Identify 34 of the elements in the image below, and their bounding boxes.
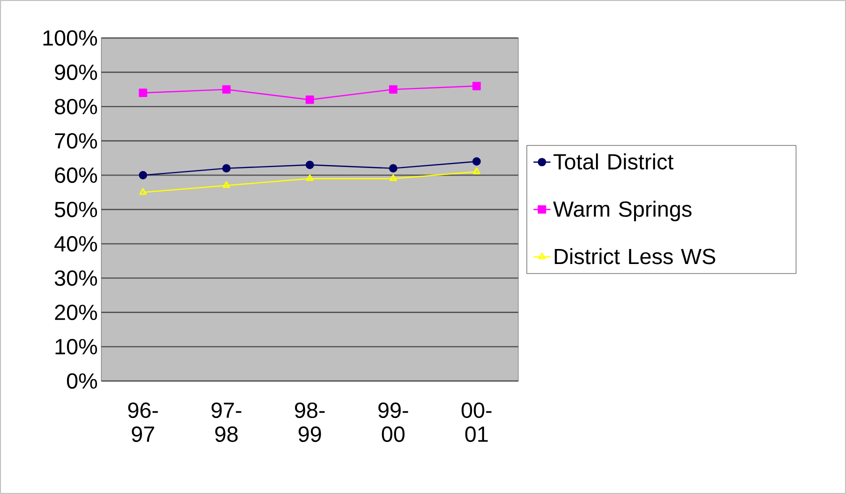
legend-label: Total District bbox=[554, 153, 674, 170]
x-tick-label: 96-97 bbox=[128, 402, 158, 442]
y-tick-label: 50% bbox=[54, 202, 97, 218]
point bbox=[306, 174, 314, 182]
point bbox=[389, 164, 398, 173]
point bbox=[306, 96, 314, 104]
x-tick-label: 00-01 bbox=[462, 402, 492, 442]
point bbox=[222, 85, 231, 94]
point bbox=[222, 164, 231, 173]
y-tick-label: 60% bbox=[55, 167, 97, 183]
x-tick-label: 99-00 bbox=[378, 402, 408, 442]
y-tick-label: 30% bbox=[54, 270, 97, 286]
point bbox=[389, 85, 398, 94]
y-tick-label: 20% bbox=[55, 304, 97, 320]
point bbox=[472, 168, 480, 174]
x-tick-label: 98-99 bbox=[295, 402, 325, 442]
point bbox=[306, 160, 314, 170]
point bbox=[222, 181, 230, 188]
point bbox=[139, 188, 147, 195]
y-tick-label: 80% bbox=[54, 98, 97, 114]
y-tick-label: 90% bbox=[54, 64, 97, 80]
point bbox=[138, 88, 148, 98]
point bbox=[138, 170, 148, 180]
y-tick-label: 10% bbox=[56, 338, 97, 354]
x-tick-label: 97-98 bbox=[212, 402, 242, 442]
y-tick-label: 0% bbox=[66, 373, 97, 389]
legend-label: Warm Springs bbox=[553, 200, 692, 222]
point bbox=[389, 174, 397, 182]
legend-label: District Less WS bbox=[554, 248, 716, 264]
y-tick-label: 40% bbox=[54, 236, 97, 252]
y-tick-label: 70% bbox=[55, 133, 97, 149]
point bbox=[472, 82, 481, 90]
point bbox=[472, 157, 481, 166]
y-tick-label: 100% bbox=[43, 30, 97, 46]
